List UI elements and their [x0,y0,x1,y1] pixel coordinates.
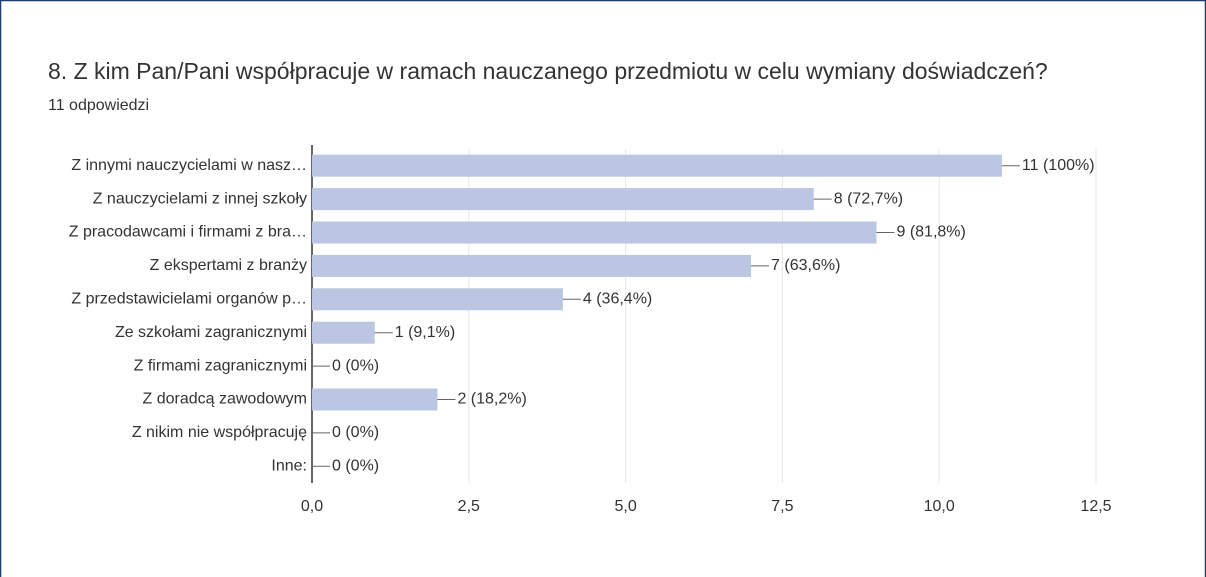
bar [312,154,1002,177]
value-label: 1 (9,1%) [395,324,455,341]
value-label: 0 (0%) [332,424,379,441]
y-tick-label: Z pracodawcami i firmami z bra… [69,224,307,241]
value-label: 0 (0%) [332,357,379,374]
y-tick-label: Z innymi nauczycielami w nasz… [71,157,307,174]
y-tick-label: Z ekspertami z branży [150,257,307,274]
value-label: 0 (0%) [332,458,379,475]
value-label: 7 (63,6%) [771,257,840,274]
bar [312,188,814,211]
value-label: 4 (36,4%) [583,291,652,308]
x-tick-label: 2,5 [458,498,480,515]
bar [312,254,752,277]
y-tick-label: Inne: [271,458,307,475]
x-tick-label: 7,5 [771,498,793,515]
value-label: 8 (72,7%) [834,190,903,207]
chart-title: 8. Z kim Pan/Pani współpracuje w ramach … [48,58,1048,84]
y-tick-label: Z firmami zagranicznymi [134,357,307,374]
value-label: 11 (100%) [1022,157,1095,174]
y-tick-label: Z doradcą zawodowym [142,391,307,408]
bar [312,221,877,244]
chart-subtitle: 11 odpowiedzi [48,97,149,114]
x-tick-label: 5,0 [614,498,636,515]
bar [312,388,438,411]
y-tick-label: Z nikim nie współpracuję [132,424,307,441]
x-tick-label: 12,5 [1080,498,1111,515]
bar [312,321,375,344]
x-tick-label: 10,0 [924,498,955,515]
bar [312,288,563,311]
value-label: 2 (18,2%) [457,391,526,408]
value-label: 9 (81,8%) [896,224,965,241]
y-tick-label: Ze szkołami zagranicznymi [115,324,307,341]
x-tick-label: 0,0 [301,498,323,515]
y-tick-label: Z przedstawicielami organów p… [71,291,307,308]
y-tick-label: Z nauczycielami z innej szkoły [93,190,307,207]
